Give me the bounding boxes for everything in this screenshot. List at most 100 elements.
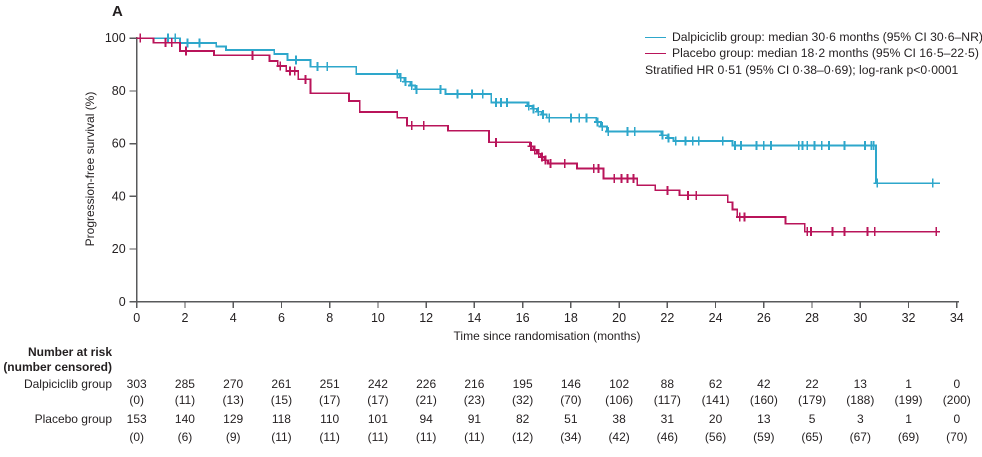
- y-tick-label: 0: [119, 295, 126, 309]
- risk-row-label: Dalpiciclib group: [23, 377, 112, 391]
- risk-value: 251: [319, 377, 340, 391]
- risk-value: 270: [223, 377, 244, 391]
- risk-censored-value: (6): [177, 430, 193, 444]
- risk-value: 216: [464, 377, 485, 391]
- panel-label: A: [112, 3, 123, 20]
- x-tick-label: 4: [230, 311, 237, 325]
- x-tick-label: 22: [660, 311, 674, 325]
- risk-value: 195: [512, 377, 533, 391]
- risk-censored-value: (42): [608, 430, 630, 444]
- risk-censored-value: (11): [319, 430, 340, 444]
- risk-row-label: Placebo group: [34, 412, 112, 426]
- risk-value: 226: [416, 377, 437, 391]
- risk-value: 0: [953, 412, 961, 426]
- risk-censored-value: (67): [849, 430, 871, 444]
- risk-value: 3: [856, 412, 864, 426]
- risk-censored-value: (200): [942, 393, 971, 407]
- risk-value: 110: [320, 412, 340, 426]
- x-axis-title: Time since randomisation (months): [453, 329, 641, 343]
- risk-censored-value: (188): [846, 393, 875, 407]
- risk-value: 303: [126, 377, 147, 391]
- risk-value: 51: [564, 412, 578, 426]
- risk-censored-value: (160): [749, 393, 778, 407]
- risk-value: 261: [271, 377, 292, 391]
- risk-censored-value: (12): [511, 430, 534, 444]
- risk-value: 5: [808, 412, 816, 426]
- risk-value: 13: [757, 412, 771, 426]
- risk-censored-value: (0): [129, 430, 145, 444]
- risk-censored-value: (9): [225, 430, 241, 444]
- x-tick-label: 14: [467, 311, 481, 325]
- risk-value: 129: [223, 412, 244, 426]
- placebo-line-swatch: [645, 53, 666, 55]
- risk-censored-value: (59): [753, 430, 775, 444]
- x-tick-label: 8: [326, 311, 333, 325]
- risk-censored-value: (11): [367, 430, 389, 444]
- risk-value: 1: [905, 412, 912, 426]
- x-tick-label: 26: [757, 311, 771, 325]
- risk-censored-value: (179): [798, 393, 827, 407]
- risk-censored-value: (23): [463, 393, 486, 407]
- x-tick-label: 6: [278, 311, 285, 325]
- x-tick-label: 0: [133, 311, 140, 325]
- risk-censored-value: (15): [270, 393, 293, 407]
- risk-censored-value: (21): [415, 393, 437, 407]
- risk-value: 102: [609, 377, 630, 391]
- risk-censored-value: (117): [653, 393, 681, 407]
- risk-value: 82: [515, 412, 530, 426]
- risk-value: 101: [367, 412, 388, 426]
- risk-censored-value: (0): [129, 393, 145, 407]
- x-tick-label: 16: [516, 311, 530, 325]
- risk-value: 22: [805, 377, 819, 391]
- risk-censored-value: (11): [464, 430, 485, 444]
- risk-censored-value: (56): [704, 430, 727, 444]
- risk-censored-value: (141): [701, 393, 730, 407]
- risk-value: 285: [174, 377, 195, 391]
- y-tick-label: 40: [112, 189, 126, 203]
- risk-censored-value: (70): [946, 430, 968, 444]
- legend: Dalpiciclib group: median 30·6 months (9…: [645, 29, 982, 78]
- x-tick-label: 34: [950, 311, 964, 325]
- risk-censored-value: (11): [271, 430, 292, 444]
- x-tick-label: 30: [853, 311, 867, 325]
- risk-value: 42: [757, 377, 771, 391]
- x-tick-label: 20: [612, 311, 626, 325]
- risk-value: 13: [853, 377, 867, 391]
- y-tick-label: 60: [112, 137, 126, 151]
- dalpiciclib-line-swatch: [645, 36, 666, 38]
- x-tick-label: 32: [902, 311, 916, 325]
- risk-censored-value: (34): [560, 430, 582, 444]
- legend-row-placebo: Placebo group: median 18·2 months (95% C…: [645, 45, 982, 61]
- risk-censored-value: (32): [511, 393, 534, 407]
- risk-value: 31: [660, 412, 675, 426]
- stratified-hr-text: Stratified HR 0·51 (95% CI 0·38–0·69); l…: [645, 62, 959, 77]
- x-tick-label: 10: [371, 311, 385, 325]
- risk-table-header: Number at risk: [27, 345, 112, 359]
- risk-censored-value: (65): [801, 430, 823, 444]
- x-tick-label: 2: [181, 311, 188, 325]
- risk-censored-value: (17): [318, 393, 341, 407]
- risk-censored-value: (69): [897, 430, 920, 444]
- risk-censored-value: (199): [894, 393, 923, 407]
- risk-censored-value: (70): [560, 393, 582, 407]
- risk-value: 146: [560, 377, 581, 391]
- risk-value: 1: [905, 377, 912, 391]
- risk-table-header-censored: (number censored): [3, 360, 112, 374]
- risk-censored-value: (11): [174, 393, 196, 407]
- y-tick-label: 20: [112, 242, 126, 256]
- y-tick-label: 80: [112, 84, 126, 98]
- risk-value: 62: [708, 377, 723, 391]
- risk-value: 38: [612, 412, 626, 426]
- risk-value: 88: [660, 377, 675, 391]
- risk-value: 91: [467, 412, 482, 426]
- x-tick-label: 28: [805, 311, 819, 325]
- legend-row-dalpiciclib: Dalpiciclib group: median 30·6 months (9…: [645, 29, 982, 45]
- risk-value: 242: [367, 377, 388, 391]
- risk-censored-value: (11): [415, 430, 437, 444]
- risk-value: 140: [174, 412, 195, 426]
- risk-censored-value: (46): [656, 430, 679, 444]
- risk-censored-value: (13): [222, 393, 244, 407]
- x-tick-label: 24: [709, 311, 723, 325]
